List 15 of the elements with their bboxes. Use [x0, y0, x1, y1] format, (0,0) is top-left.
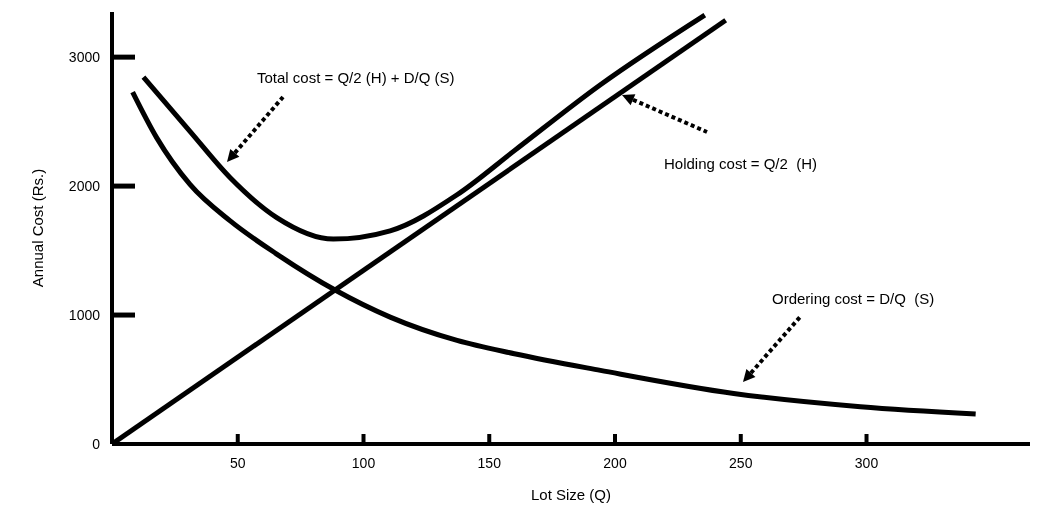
- x-axis-title: Lot Size (Q): [530, 486, 612, 503]
- annotation: Ordering cost = D/Q (S): [772, 289, 935, 307]
- y-tick-label: 0: [92, 436, 101, 452]
- annotation: Holding cost = Q/2 (H): [664, 154, 817, 172]
- x-tick-label: 100: [351, 455, 376, 471]
- x-tick-label: 250: [729, 455, 753, 471]
- y-tick-label: 1000: [68, 307, 101, 324]
- y-axis-title: Annual Cost (Rs.): [29, 168, 47, 288]
- y-tick-label: 3000: [68, 49, 101, 66]
- y-tick-label: 2000: [68, 178, 101, 195]
- x-tick-label: 50: [229, 455, 246, 471]
- x-tick-label: 300: [854, 455, 879, 471]
- x-tick-label: 150: [477, 455, 502, 471]
- annotation: Total cost = Q/2 (H) + D/Q (S): [257, 68, 455, 86]
- x-tick-label: 200: [603, 455, 627, 471]
